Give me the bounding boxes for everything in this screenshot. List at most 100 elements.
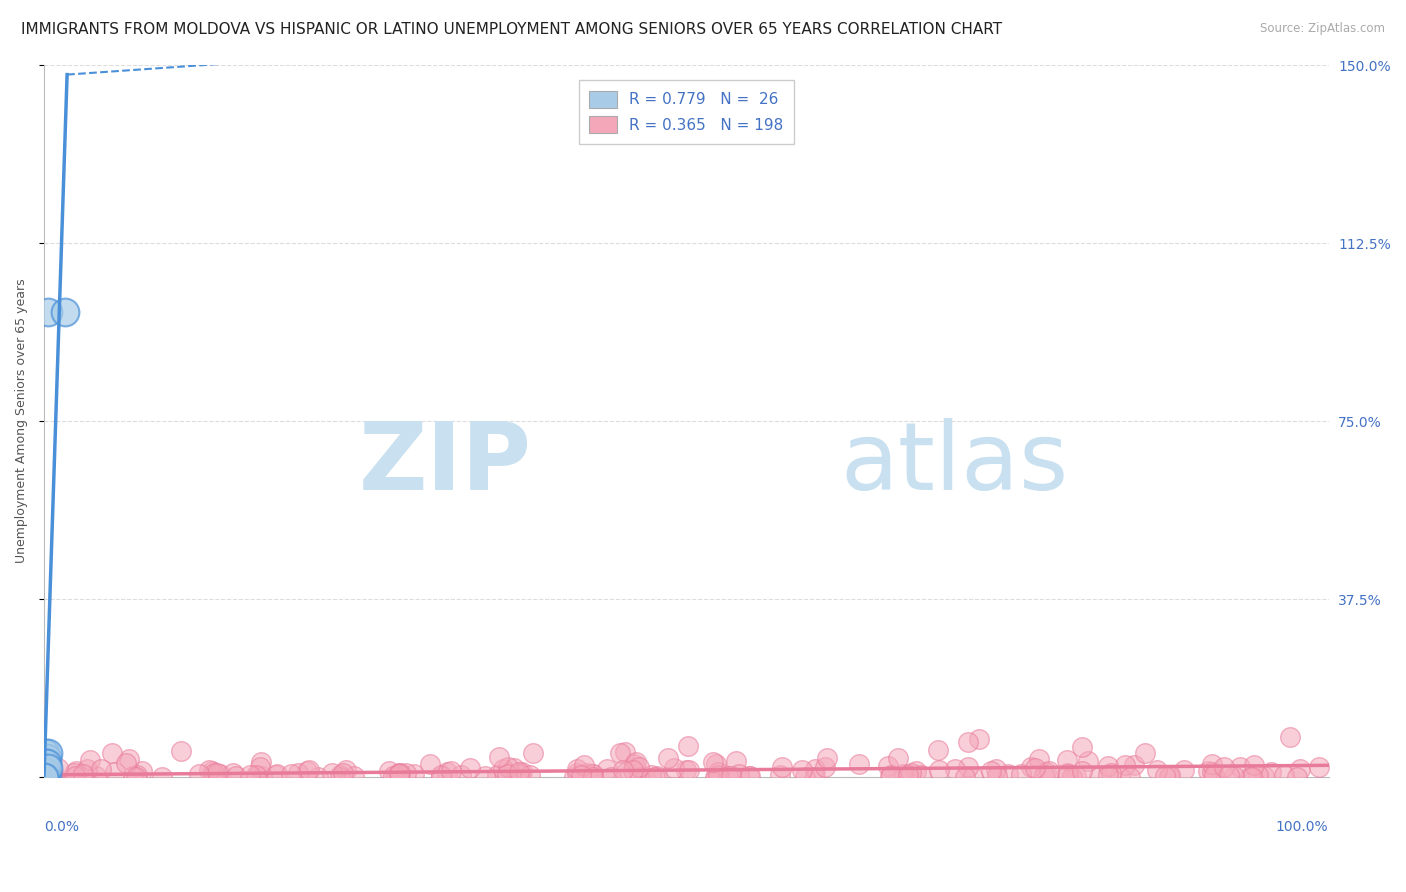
Point <box>600 770 623 784</box>
Point <box>980 764 1002 779</box>
Point <box>720 769 742 783</box>
Point <box>34 770 56 784</box>
Point <box>1077 755 1099 769</box>
Point <box>385 769 408 783</box>
Point <box>770 760 793 774</box>
Point <box>624 755 647 769</box>
Point <box>32 770 55 784</box>
Point <box>440 764 463 779</box>
Point <box>1201 765 1223 780</box>
Point <box>34 770 56 784</box>
Point <box>37 305 59 319</box>
Point <box>486 768 509 782</box>
Point <box>37 747 59 761</box>
Point <box>1099 766 1122 780</box>
Point <box>114 756 136 771</box>
Point <box>1088 770 1111 784</box>
Point <box>388 770 411 784</box>
Point <box>905 764 928 778</box>
Point <box>815 751 838 765</box>
Point <box>298 763 321 777</box>
Point <box>76 762 98 776</box>
Point <box>1021 760 1043 774</box>
Point <box>32 770 55 784</box>
Point <box>101 746 124 760</box>
Point <box>496 766 519 780</box>
Point <box>1241 770 1264 784</box>
Point <box>519 768 541 782</box>
Point <box>984 762 1007 776</box>
Point <box>388 767 411 781</box>
Point <box>32 770 55 784</box>
Point <box>381 769 404 783</box>
Point <box>62 765 84 780</box>
Point <box>197 763 219 777</box>
Point <box>1154 768 1177 782</box>
Point <box>419 757 441 772</box>
Point <box>612 763 634 777</box>
Point <box>706 765 728 780</box>
Point <box>429 768 451 782</box>
Point <box>329 768 352 782</box>
Point <box>724 754 747 768</box>
Point <box>1114 757 1136 772</box>
Point <box>1028 752 1050 766</box>
Point <box>575 765 598 780</box>
Point <box>387 766 409 780</box>
Point <box>897 768 920 782</box>
Point <box>343 769 366 783</box>
Point <box>609 747 631 761</box>
Point <box>35 770 58 784</box>
Point <box>90 763 112 777</box>
Point <box>678 763 700 777</box>
Point <box>124 770 146 784</box>
Point <box>474 769 496 783</box>
Text: Source: ZipAtlas.com: Source: ZipAtlas.com <box>1260 22 1385 36</box>
Point <box>1146 764 1168 778</box>
Point <box>581 766 603 780</box>
Point <box>794 770 817 784</box>
Point <box>702 755 724 769</box>
Point <box>201 764 224 779</box>
Point <box>204 770 226 784</box>
Point <box>1056 766 1078 780</box>
Point <box>634 770 657 784</box>
Point <box>1202 767 1225 781</box>
Point <box>34 756 56 770</box>
Point <box>239 768 262 782</box>
Point <box>877 759 900 773</box>
Point <box>986 768 1008 782</box>
Point <box>53 305 76 319</box>
Point <box>307 770 329 784</box>
Point <box>1119 770 1142 784</box>
Point <box>35 751 58 765</box>
Point <box>131 764 153 779</box>
Point <box>321 766 343 780</box>
Point <box>389 765 412 780</box>
Point <box>623 757 645 772</box>
Point <box>640 768 662 782</box>
Point <box>927 743 949 757</box>
Point <box>1239 770 1261 784</box>
Point <box>717 769 740 783</box>
Point <box>63 769 86 783</box>
Point <box>803 770 825 784</box>
Point <box>522 746 544 760</box>
Point <box>645 769 668 783</box>
Point <box>84 769 107 783</box>
Point <box>245 768 267 782</box>
Point <box>498 760 520 774</box>
Point <box>492 762 515 776</box>
Point <box>32 770 55 784</box>
Point <box>1056 753 1078 767</box>
Point <box>1223 769 1246 783</box>
Point <box>245 769 267 783</box>
Point <box>893 767 915 781</box>
Point <box>429 770 451 784</box>
Point <box>34 770 56 784</box>
Point <box>582 766 605 780</box>
Text: atlas: atlas <box>841 417 1069 510</box>
Point <box>1024 761 1046 775</box>
Point <box>332 766 354 780</box>
Point <box>581 770 603 784</box>
